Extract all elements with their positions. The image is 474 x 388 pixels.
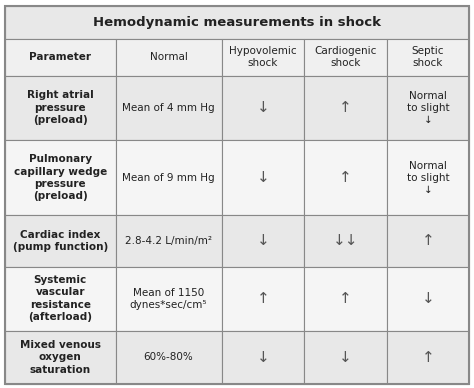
Text: Parameter: Parameter [29, 52, 91, 62]
Text: Normal
to slight
↓: Normal to slight ↓ [407, 91, 449, 125]
Bar [221, 39, 304, 76]
Bar [5, 6, 469, 39]
Text: 2.8-4.2 L/min/m²: 2.8-4.2 L/min/m² [125, 236, 212, 246]
Text: ↑: ↑ [339, 291, 352, 306]
Text: Mean of 1150
dynes*sec/cm⁵: Mean of 1150 dynes*sec/cm⁵ [130, 288, 207, 310]
Bar [5, 215, 116, 267]
Text: Systemic
vascular
resistance
(afterload): Systemic vascular resistance (afterload) [28, 275, 92, 322]
Bar [387, 215, 469, 267]
Bar [221, 331, 304, 384]
Text: Normal: Normal [150, 52, 188, 62]
Bar [387, 76, 469, 140]
Text: ↓: ↓ [256, 234, 269, 248]
Text: Hypovolemic
shock: Hypovolemic shock [229, 46, 297, 68]
Bar [116, 267, 221, 331]
Text: Right atrial
pressure
(preload): Right atrial pressure (preload) [27, 90, 93, 125]
Text: Pulmonary
capillary wedge
pressure
(preload): Pulmonary capillary wedge pressure (prel… [14, 154, 107, 201]
Text: ↓: ↓ [256, 170, 269, 185]
Text: Cardiac index
(pump function): Cardiac index (pump function) [13, 230, 108, 252]
Text: Hemodynamic measurements in shock: Hemodynamic measurements in shock [93, 16, 381, 29]
Bar [304, 39, 387, 76]
Bar [116, 140, 221, 215]
Text: ↓: ↓ [256, 100, 269, 115]
Text: Mixed venous
oxygen
saturation: Mixed venous oxygen saturation [20, 340, 100, 375]
Text: 60%-80%: 60%-80% [144, 352, 193, 362]
Bar [116, 76, 221, 140]
Bar [387, 140, 469, 215]
Text: ↑: ↑ [339, 100, 352, 115]
Text: ↓: ↓ [339, 350, 352, 365]
Bar [5, 331, 116, 384]
Bar [116, 39, 221, 76]
Text: Mean of 9 mm Hg: Mean of 9 mm Hg [122, 173, 215, 183]
Bar [387, 39, 469, 76]
Bar [304, 267, 387, 331]
Text: ↑: ↑ [339, 170, 352, 185]
Bar [116, 215, 221, 267]
Text: ↓: ↓ [421, 291, 434, 306]
Bar [221, 76, 304, 140]
Text: Normal
to slight
↓: Normal to slight ↓ [407, 161, 449, 195]
Bar [304, 140, 387, 215]
Bar [304, 331, 387, 384]
Text: ↑: ↑ [256, 291, 269, 306]
Bar [387, 331, 469, 384]
Bar [221, 215, 304, 267]
Text: Septic
shock: Septic shock [412, 46, 444, 68]
Text: ↓: ↓ [256, 350, 269, 365]
Text: ↑: ↑ [421, 234, 434, 248]
Bar [5, 267, 116, 331]
Bar [221, 140, 304, 215]
Text: Mean of 4 mm Hg: Mean of 4 mm Hg [122, 103, 215, 113]
Bar [116, 331, 221, 384]
Text: ↑: ↑ [421, 350, 434, 365]
Bar [387, 267, 469, 331]
Bar [221, 267, 304, 331]
Bar [5, 140, 116, 215]
Bar [304, 76, 387, 140]
Text: ↓↓: ↓↓ [333, 234, 358, 248]
Text: Cardiogenic
shock: Cardiogenic shock [314, 46, 376, 68]
Bar [304, 215, 387, 267]
Bar [5, 39, 116, 76]
Bar [5, 76, 116, 140]
